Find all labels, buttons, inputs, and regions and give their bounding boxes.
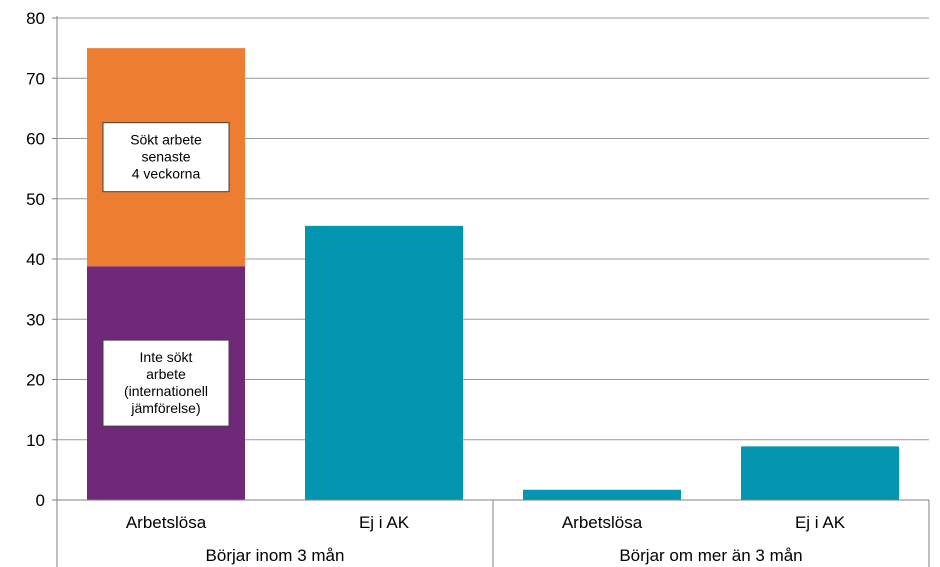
annotation-line: arbete (146, 366, 186, 382)
y-tick-label: 0 (36, 491, 45, 510)
annotation-line: (internationell (124, 383, 208, 399)
y-tick-labels: 0 10 20 30 40 50 60 70 80 (26, 9, 45, 510)
x-category-label: Ej i AK (795, 513, 846, 532)
y-tick-label: 50 (26, 190, 45, 209)
x-category-labels: Arbetslösa Ej i AK Arbetslösa Ej i AK (126, 513, 846, 532)
annotation-line: jämförelse) (130, 400, 200, 416)
y-tick-label: 60 (26, 130, 45, 149)
bar-1-series-2 (305, 225, 463, 501)
annotation-box (102, 339, 230, 427)
annotation-box (102, 122, 230, 193)
bar-2-series-2 (523, 489, 681, 500)
y-tick-label: 70 (26, 69, 45, 88)
axes (52, 16, 930, 567)
x-category-label: Arbetslösa (562, 513, 643, 532)
x-group-labels: Börjar inom 3 mån Börjar om mer än 3 mån (206, 546, 803, 565)
y-tick-label: 80 (26, 9, 45, 28)
x-category-label: Ej i AK (359, 513, 410, 532)
annotation-line: Inte sökt (140, 349, 193, 365)
x-group-label: Börjar inom 3 mån (206, 546, 345, 565)
bar-3-series-2 (741, 446, 899, 500)
bars (87, 48, 899, 501)
annotation-line: Sökt arbete (130, 132, 202, 148)
y-tick-label: 40 (26, 250, 45, 269)
x-category-label: Arbetslösa (126, 513, 207, 532)
x-group-label: Börjar om mer än 3 mån (619, 546, 802, 565)
y-tick-label: 20 (26, 371, 45, 390)
annotation-line: 4 veckorna (132, 166, 201, 182)
annotation-line: senaste (141, 149, 190, 165)
y-tick-label: 30 (26, 310, 45, 329)
y-tick-label: 10 (26, 431, 45, 450)
